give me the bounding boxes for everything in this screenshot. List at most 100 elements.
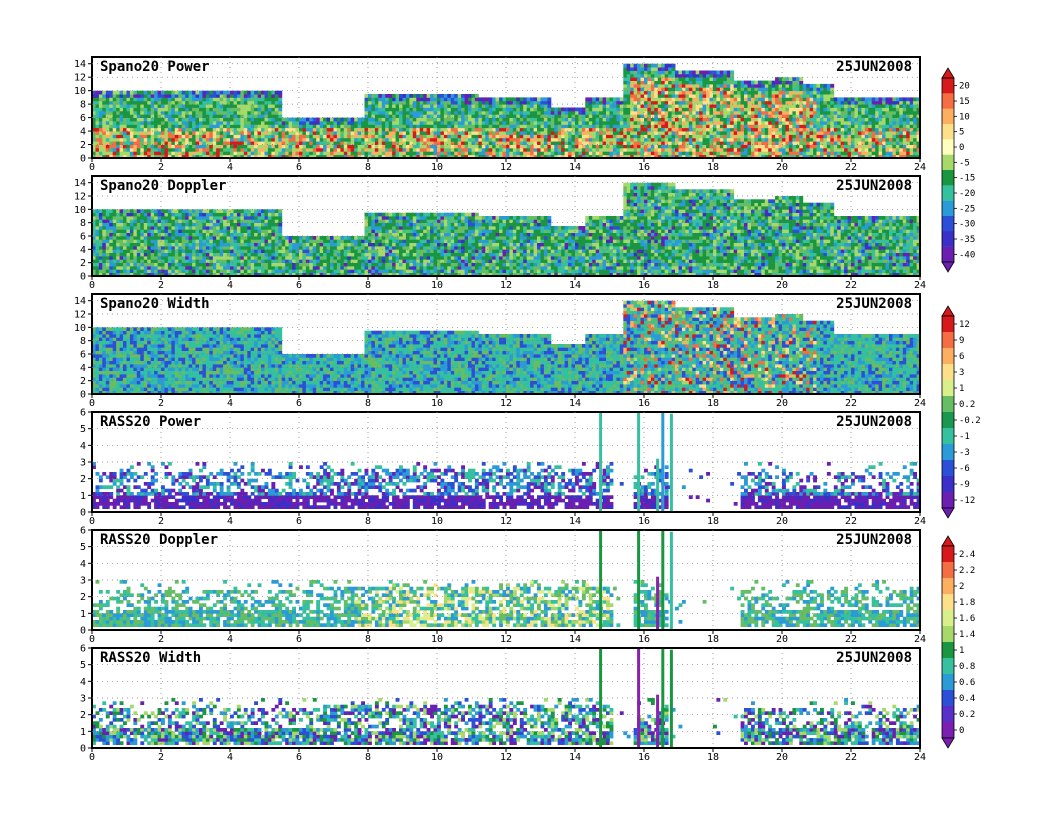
heatmap-cell xyxy=(288,151,293,156)
heatmap-cell xyxy=(871,100,876,105)
heatmap-cell xyxy=(233,117,238,122)
heatmap-cell xyxy=(309,117,314,122)
heatmap-cell xyxy=(630,87,635,92)
heatmap-cell xyxy=(809,147,814,152)
heatmap-cell xyxy=(340,144,345,149)
heatmap-cell xyxy=(257,121,262,125)
heatmap-cell xyxy=(188,90,193,95)
heatmap-cell xyxy=(723,83,728,88)
heatmap-cell xyxy=(98,127,103,132)
heatmap-cell xyxy=(699,151,704,156)
heatmap-cell xyxy=(633,114,638,118)
heatmap-cell xyxy=(195,94,200,98)
heatmap-cell xyxy=(723,134,728,139)
heatmap-cell xyxy=(768,144,773,149)
heatmap-cell xyxy=(116,144,121,149)
heatmap-cell xyxy=(902,104,907,108)
heatmap-cell xyxy=(133,117,138,122)
heatmap-cell xyxy=(123,219,127,223)
heatmap-cell xyxy=(426,151,431,156)
heatmap-cell xyxy=(98,219,103,223)
heatmap-cell xyxy=(374,151,379,156)
heatmap-cell xyxy=(378,107,383,112)
heatmap-cell xyxy=(364,94,369,98)
heatmap-cell xyxy=(409,134,414,139)
heatmap-cell xyxy=(264,107,269,112)
heatmap-cell xyxy=(464,107,469,112)
heatmap-cell xyxy=(112,97,117,102)
heatmap-cell xyxy=(468,110,472,115)
heatmap-cell xyxy=(119,252,124,257)
heatmap-cell xyxy=(181,121,186,125)
heatmap-cell xyxy=(909,110,914,115)
heatmap-cell xyxy=(744,127,748,132)
heatmap-cell xyxy=(433,94,438,98)
heatmap-cell xyxy=(554,144,559,149)
heatmap-cell xyxy=(754,114,759,118)
heatmap-cell xyxy=(461,121,465,125)
heatmap-cell xyxy=(443,104,448,108)
heatmap-cell xyxy=(706,104,710,108)
heatmap-cell xyxy=(140,137,145,142)
heatmap-cell xyxy=(885,144,890,149)
heatmap-cell xyxy=(119,100,124,105)
heatmap-cell xyxy=(112,100,117,105)
heatmap-cell xyxy=(409,141,414,145)
heatmap-cell xyxy=(623,100,628,105)
heatmap-cell xyxy=(826,127,831,132)
heatmap-cell xyxy=(661,151,666,156)
heatmap-cell xyxy=(633,117,638,122)
heatmap-cell xyxy=(685,70,690,75)
heatmap-cell xyxy=(830,134,835,139)
heatmap-cell xyxy=(709,121,714,125)
heatmap-cell xyxy=(640,131,645,135)
heatmap-cell xyxy=(640,121,645,125)
heatmap-cell xyxy=(123,242,127,247)
heatmap-cell xyxy=(133,107,138,112)
heatmap-cell xyxy=(416,144,421,149)
heatmap-cell xyxy=(454,137,459,142)
heatmap-cell xyxy=(230,117,234,122)
heatmap-cell xyxy=(713,117,717,122)
heatmap-cell xyxy=(185,114,190,118)
heatmap-cell xyxy=(443,137,448,142)
heatmap-cell xyxy=(778,151,783,156)
heatmap-cell xyxy=(226,117,231,122)
heatmap-cell xyxy=(885,114,890,118)
heatmap-cell xyxy=(740,83,745,88)
heatmap-cell xyxy=(823,127,828,132)
heatmap-cell xyxy=(416,127,421,132)
heatmap-cell xyxy=(133,151,138,156)
heatmap-cell xyxy=(212,100,217,105)
heatmap-cell xyxy=(181,114,186,118)
heatmap-cell xyxy=(543,131,548,135)
heatmap-cell xyxy=(889,121,893,125)
heatmap-cell xyxy=(509,151,514,156)
heatmap-cell xyxy=(499,134,503,139)
heatmap-cell xyxy=(126,239,131,243)
heatmap-cell xyxy=(92,151,96,156)
heatmap-cell xyxy=(775,114,779,118)
heatmap-cell xyxy=(105,110,110,115)
heatmap-cell xyxy=(437,100,441,105)
heatmap-cell xyxy=(378,147,383,152)
heatmap-cell xyxy=(664,110,669,115)
heatmap-cell xyxy=(92,266,96,270)
heatmap-cell xyxy=(474,97,479,102)
heatmap-cell xyxy=(764,110,769,115)
heatmap-cell xyxy=(578,114,583,118)
heatmap-cell xyxy=(688,144,693,149)
heatmap-cell xyxy=(609,110,614,115)
heatmap-cell xyxy=(381,127,386,132)
heatmap-cell xyxy=(681,107,686,112)
heatmap-cell xyxy=(799,104,804,108)
heatmap-cell xyxy=(619,114,624,118)
heatmap-cell xyxy=(844,110,848,115)
heatmap-cell xyxy=(488,154,493,159)
heatmap-cell xyxy=(443,124,448,129)
heatmap-cell xyxy=(361,134,365,139)
heatmap-cell xyxy=(468,151,472,156)
heatmap-cell xyxy=(695,90,700,95)
heatmap-cell xyxy=(730,94,735,98)
heatmap-cell xyxy=(833,141,838,145)
